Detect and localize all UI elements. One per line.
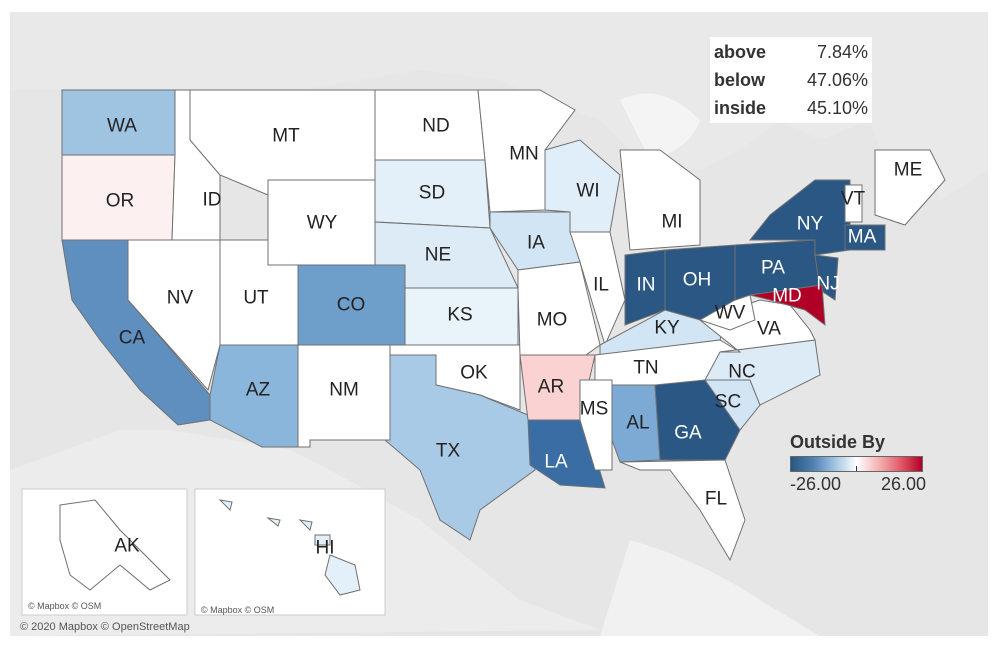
state-label-ny: NY	[797, 214, 824, 235]
state-label-fl: FL	[705, 489, 727, 510]
state-label-wi: WI	[576, 181, 599, 202]
state-label-va: VA	[757, 319, 781, 340]
stats-row-below: below 47.06%	[714, 66, 868, 94]
state-label-mt: MT	[272, 126, 300, 147]
stats-row-inside: inside 45.10%	[714, 94, 868, 122]
state-label-vt: VT	[841, 189, 866, 210]
state-label-mn: MN	[509, 144, 539, 165]
state-label-il: IL	[593, 275, 609, 296]
hawaii-inset	[194, 488, 386, 616]
state-label-md: MD	[772, 286, 802, 307]
state-label-pa: PA	[761, 258, 785, 279]
state-label-ut: UT	[243, 288, 269, 309]
state-label-id: ID	[203, 190, 222, 211]
state-label-az: AZ	[246, 380, 271, 401]
state-md[interactable]	[749, 284, 826, 327]
state-hi[interactable]	[218, 499, 361, 596]
color-legend[interactable]: Outside By -26.00 26.00	[790, 430, 935, 495]
state-al[interactable]	[611, 384, 661, 463]
state-label-oh: OH	[683, 270, 712, 291]
state-label-wv: WV	[715, 303, 746, 324]
state-label-ar: AR	[538, 377, 564, 398]
inset-attribution-hi: © Mapbox © OSM	[201, 605, 275, 615]
state-label-ks: KS	[447, 305, 472, 326]
state-label-hi: HI	[316, 538, 335, 559]
state-label-ok: OK	[460, 363, 488, 384]
stats-label: above	[714, 42, 767, 62]
state-nv[interactable]	[127, 239, 221, 392]
state-label-wy: WY	[307, 213, 338, 234]
state-label-sc: SC	[715, 392, 741, 413]
legend-range-labels: -26.00 26.00	[790, 473, 926, 495]
legend-min-label: -26.00	[790, 474, 842, 494]
state-label-in: IN	[637, 275, 656, 296]
state-ms[interactable]	[579, 379, 613, 471]
stats-label: below	[714, 70, 766, 90]
state-me[interactable]	[874, 149, 946, 226]
legend-max-label: 26.00	[880, 474, 926, 494]
state-vt[interactable]	[844, 184, 863, 223]
stats-value: 45.10%	[806, 98, 868, 118]
legend-midpoint-tick	[856, 466, 857, 471]
state-ak[interactable]	[59, 499, 171, 591]
stats-value: 7.84%	[816, 42, 868, 62]
stats-summary: above 7.84% below 47.06% inside 45.10%	[710, 37, 872, 123]
state-label-sd: SD	[419, 183, 445, 204]
state-label-nv: NV	[167, 288, 194, 309]
state-label-wa: WA	[107, 116, 137, 137]
state-tx[interactable]	[335, 354, 536, 541]
state-mi[interactable]	[619, 149, 701, 251]
state-label-ms: MS	[580, 399, 609, 420]
state-label-ma: MA	[848, 227, 877, 248]
state-label-ca: CA	[119, 328, 146, 349]
legend-gradient-bar	[790, 456, 923, 472]
stats-row-above: above 7.84%	[714, 38, 868, 66]
state-label-nj: NJ	[816, 274, 839, 295]
state-label-ga: GA	[674, 423, 702, 444]
states-group	[61, 89, 946, 562]
inset-group: AK HI	[59, 499, 361, 596]
state-label-al: AL	[626, 413, 649, 434]
state-label-ky: KY	[654, 318, 680, 339]
state-fl[interactable]	[619, 459, 746, 562]
state-label-ia: IA	[527, 233, 545, 254]
state-label-mo: MO	[537, 310, 568, 331]
state-label-la: LA	[544, 452, 568, 473]
great-lakes-water	[620, 93, 700, 160]
inset-attribution-ak: © Mapbox © OSM	[28, 601, 102, 611]
state-label-nd: ND	[422, 116, 449, 137]
gulf-water	[600, 540, 820, 636]
state-labels-group: WA OR CA ID NV UT AZ MT WY CO NM ND SD NE KS OK TX MN IA MO…	[106, 116, 923, 510]
state-il[interactable]	[569, 231, 626, 347]
stats-value: 47.06%	[806, 70, 868, 90]
stats-label: inside	[714, 98, 767, 118]
state-label-tx: TX	[436, 441, 461, 462]
map-attribution[interactable]: © 2020 Mapbox © OpenStreetMap	[20, 621, 190, 633]
state-ma[interactable]	[844, 224, 886, 251]
state-label-me: ME	[894, 160, 923, 181]
state-label-or: OR	[106, 191, 135, 212]
state-wv[interactable]	[698, 294, 756, 331]
state-label-ne: NE	[425, 245, 451, 266]
state-label-tn: TN	[633, 358, 658, 379]
state-label-ak: AK	[114, 536, 140, 557]
state-label-nc: NC	[728, 362, 755, 383]
state-label-co: CO	[337, 295, 366, 316]
state-label-nm: NM	[329, 380, 359, 401]
state-label-mi: MI	[661, 212, 682, 233]
legend-title: Outside By	[790, 432, 886, 452]
